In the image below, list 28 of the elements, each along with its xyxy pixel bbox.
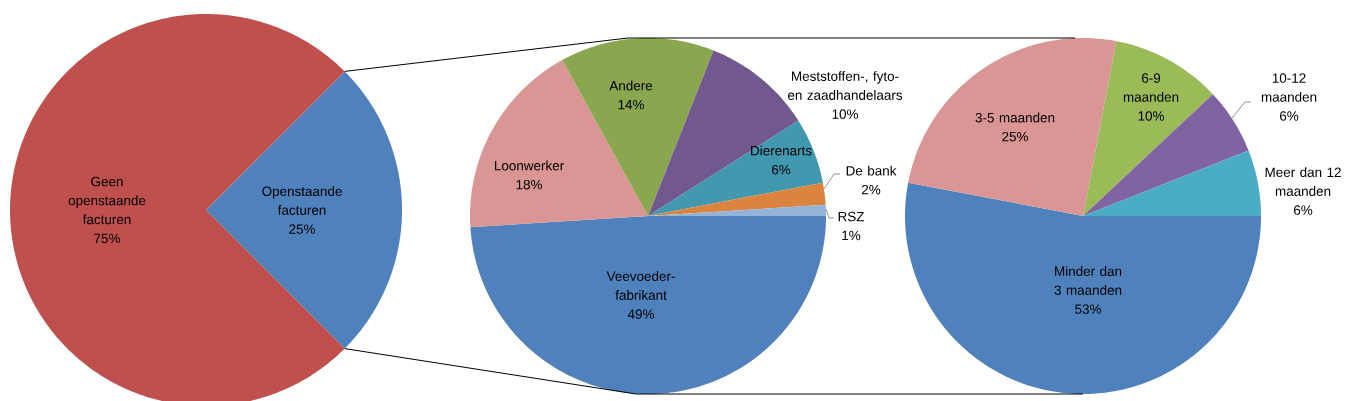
data-label: 10%: [832, 109, 858, 119]
slice-label: Andere: [609, 80, 653, 91]
data-label: 1%: [842, 230, 861, 241]
slice-label: 10-12 maanden: [1261, 73, 1317, 102]
slice-label: Loonwerker: [495, 160, 564, 171]
data-label: 6%: [771, 164, 791, 175]
data-label: 53%: [1075, 304, 1101, 314]
slice-label: Openstaande facturen: [262, 186, 342, 215]
slice-label: Minder dan 3 maanden: [1054, 266, 1122, 295]
data-label: 75%: [94, 233, 120, 244]
data-label: 14%: [618, 99, 644, 110]
slice-label: Dierenarts: [751, 145, 812, 156]
slice-label: RSZ: [838, 211, 865, 222]
slice-label: Geen openstaande facturen: [68, 176, 146, 225]
data-label: 10%: [1138, 111, 1164, 121]
slice-label: Veevoeder-fabrikant: [606, 271, 675, 300]
data-label: 25%: [1002, 131, 1029, 142]
data-label: 18%: [516, 179, 542, 190]
data-label: 2%: [861, 184, 881, 195]
data-label: 6%: [1279, 111, 1299, 121]
data-label: 6%: [1294, 205, 1313, 215]
slice-label: Meer dan 12 maanden: [1265, 167, 1341, 196]
slice-label: De bank: [846, 165, 897, 176]
data-label: 25%: [289, 224, 315, 234]
slice-label: Meststoffen-, fyto- en zaadhandelaars: [788, 71, 903, 100]
slice-label: 6-9 maanden: [1123, 73, 1179, 102]
slice-label: 3-5 maanden: [975, 112, 1055, 123]
data-label: 49%: [627, 309, 654, 319]
